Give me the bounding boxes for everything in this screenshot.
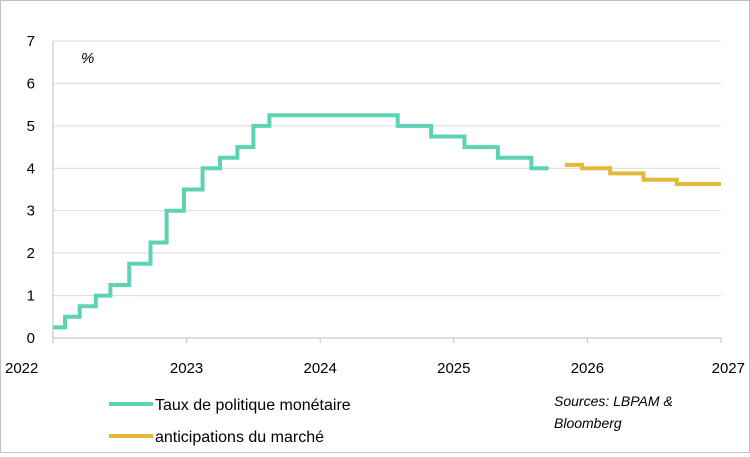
source-line-2: Bloomberg [554,415,622,431]
source-line-1: Sources: LBPAM & [554,393,673,409]
y-tick-label: 4 [27,160,35,177]
y-tick-label: 0 [27,330,35,347]
x-tick-label: 2024 [304,360,337,377]
y-tick-label: 3 [27,203,35,220]
x-tick-label: 2023 [170,360,203,377]
series-line-market-expectations [564,162,721,186]
legend-label: anticipations du marché [155,429,324,446]
legend: Taux de politique monétaire anticipations… [109,397,351,446]
y-tick-label: 2 [27,245,35,262]
y-tick-label: 7 [27,33,35,50]
y-tick-label: 1 [27,288,35,305]
series-layer [53,113,721,330]
x-tick-labels: 2022 2023 2024 2025 2026 2027 [5,360,745,377]
x-tick-label: 2027 [712,360,745,377]
x-tick-label: 2022 [5,360,38,377]
gridlines [53,40,721,297]
y-tick-label: 6 [27,75,35,92]
legend-label: Taux de politique monétaire [155,397,351,414]
unit-label: % [81,50,94,67]
x-tick-label: 2026 [571,360,604,377]
x-tick-label: 2025 [437,360,470,377]
y-tick-labels: 0 1 2 3 4 5 6 7 [27,33,35,347]
series-line-policy-rate [53,113,549,330]
axes [52,41,722,343]
y-tick-label: 5 [27,118,35,135]
